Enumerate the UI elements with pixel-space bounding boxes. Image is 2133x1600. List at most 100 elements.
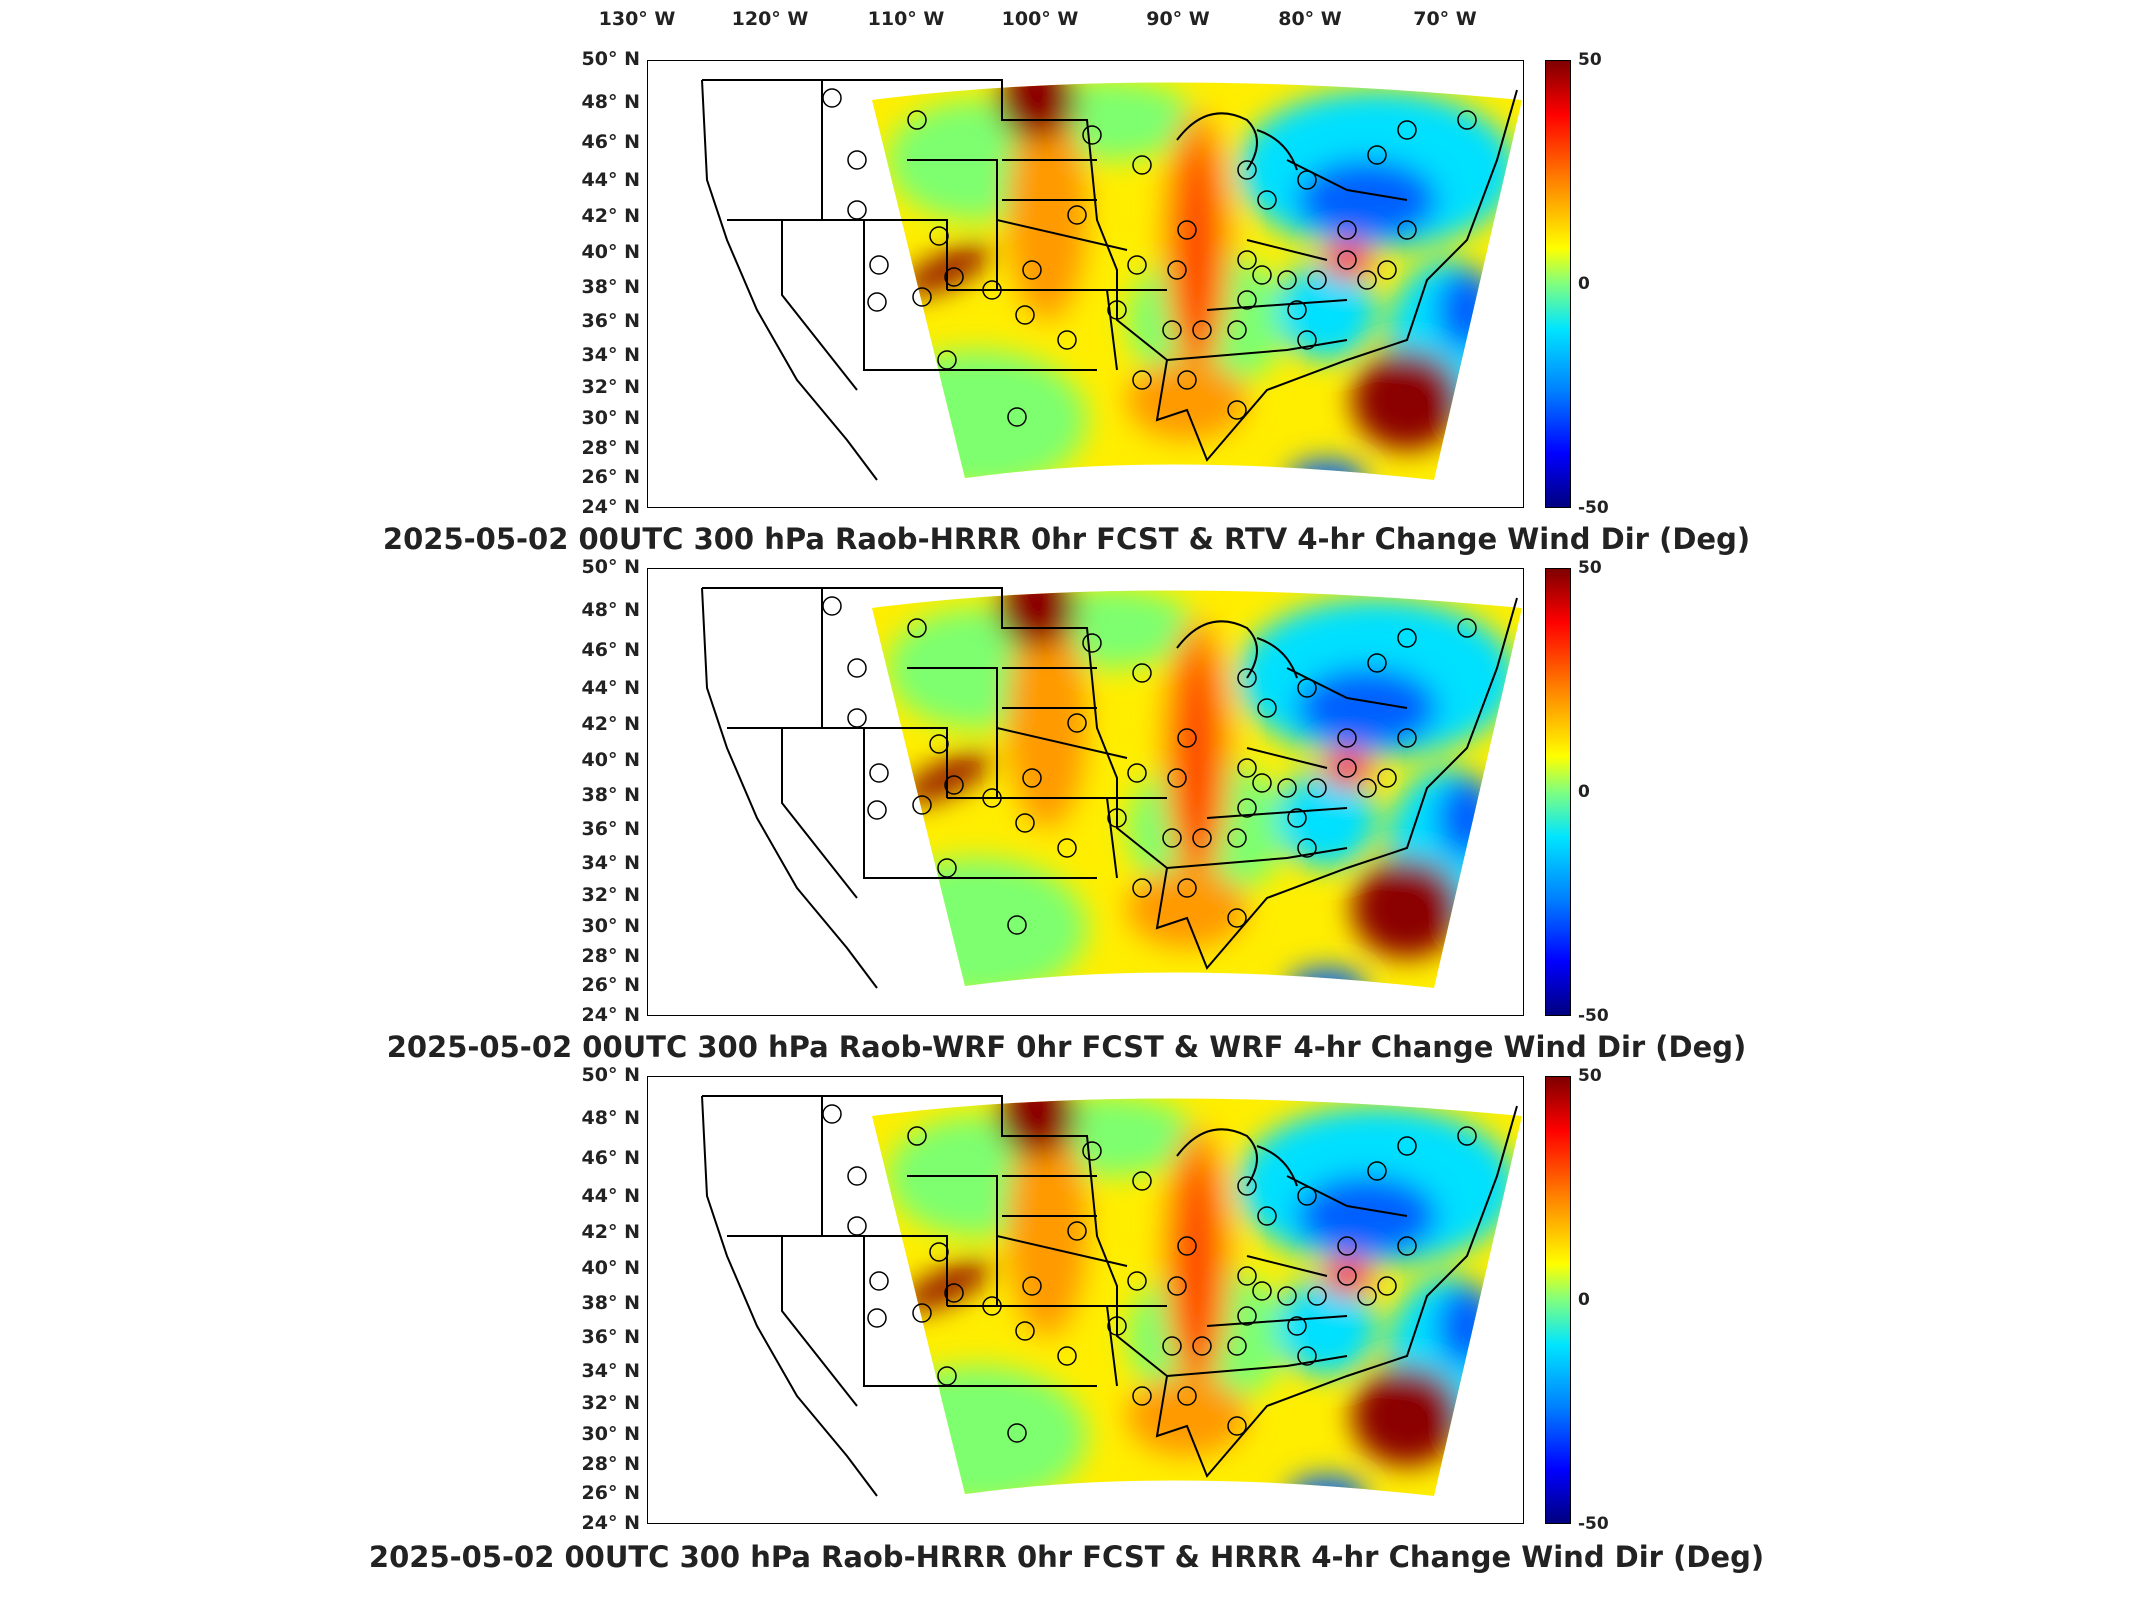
latitude-label: 36° N bbox=[581, 1326, 640, 1348]
raob-station-marker bbox=[1287, 300, 1307, 320]
raob-station-marker bbox=[1307, 778, 1327, 798]
raob-station-marker bbox=[1252, 773, 1272, 793]
latitude-label: 46° N bbox=[581, 131, 640, 153]
raob-station-marker bbox=[982, 280, 1002, 300]
raob-station-marker bbox=[1457, 110, 1477, 130]
raob-station-marker bbox=[1297, 838, 1317, 858]
latitude-label: 46° N bbox=[581, 1147, 640, 1169]
raob-station-marker bbox=[1257, 1206, 1277, 1226]
latitude-label: 28° N bbox=[581, 1453, 640, 1475]
state-boundaries bbox=[701, 79, 1518, 481]
raob-station-marker bbox=[1132, 370, 1152, 390]
raob-station-marker bbox=[907, 618, 927, 638]
colorbar bbox=[1545, 1076, 1571, 1524]
state-boundaries bbox=[701, 1095, 1518, 1497]
latitude-label: 26° N bbox=[581, 1482, 640, 1504]
raob-station-marker bbox=[1227, 1336, 1247, 1356]
raob-station-marker bbox=[869, 763, 889, 783]
latitude-label: 28° N bbox=[581, 945, 640, 967]
latitude-label: 32° N bbox=[581, 376, 640, 398]
raob-station-marker bbox=[1082, 633, 1102, 653]
panel-title: 2025-05-02 00UTC 300 hPa Raob-WRF 0hr FC… bbox=[386, 1030, 1747, 1064]
raob-station-marker bbox=[1297, 330, 1317, 350]
panel-title: 2025-05-02 00UTC 300 hPa Raob-HRRR 0hr F… bbox=[382, 522, 1751, 556]
raob-station-marker bbox=[1397, 220, 1417, 240]
raob-station-marker bbox=[1107, 300, 1127, 320]
longitude-label: 120° W bbox=[731, 8, 809, 30]
raob-station-marker bbox=[1237, 668, 1257, 688]
raob-station-marker bbox=[912, 287, 932, 307]
raob-station-marker bbox=[1107, 808, 1127, 828]
raob-station-marker bbox=[929, 734, 949, 754]
raob-station-marker bbox=[1337, 758, 1357, 778]
raob-station-marker bbox=[1067, 205, 1087, 225]
raob-station-marker bbox=[1177, 370, 1197, 390]
raob-station-marker bbox=[1192, 320, 1212, 340]
latitude-label: 34° N bbox=[581, 852, 640, 874]
raob-station-marker bbox=[1237, 798, 1257, 818]
raob-station-marker bbox=[1227, 908, 1247, 928]
raob-station-marker bbox=[847, 658, 867, 678]
raob-station-marker bbox=[1237, 1306, 1257, 1326]
raob-station-marker bbox=[1022, 768, 1042, 788]
raob-station-marker bbox=[1177, 878, 1197, 898]
latitude-label: 42° N bbox=[581, 205, 640, 227]
latitude-label: 50° N bbox=[581, 556, 640, 578]
raob-station-marker bbox=[1257, 190, 1277, 210]
latitude-label: 50° N bbox=[581, 1064, 640, 1086]
raob-station-marker bbox=[1307, 1286, 1327, 1306]
raob-station-marker bbox=[869, 255, 889, 275]
latitude-label: 26° N bbox=[581, 466, 640, 488]
raob-station-marker bbox=[1227, 400, 1247, 420]
raob-station-marker bbox=[1252, 265, 1272, 285]
raob-station-marker bbox=[1337, 250, 1357, 270]
raob-station-marker bbox=[1162, 828, 1182, 848]
raob-station-marker bbox=[1022, 1276, 1042, 1296]
raob-station-marker bbox=[1367, 1161, 1387, 1181]
latitude-label: 30° N bbox=[581, 407, 640, 429]
raob-station-marker bbox=[1227, 320, 1247, 340]
colorbar-min-label: -50 bbox=[1578, 498, 1609, 518]
longitude-label: 100° W bbox=[1001, 8, 1079, 30]
raob-station-marker bbox=[1287, 808, 1307, 828]
raob-station-marker bbox=[1127, 1271, 1147, 1291]
raob-station-marker bbox=[1082, 125, 1102, 145]
raob-station-marker bbox=[1022, 260, 1042, 280]
map-panel-2 bbox=[701, 587, 1522, 989]
raob-station-marker bbox=[1132, 1171, 1152, 1191]
raob-station-marker bbox=[867, 292, 887, 312]
raob-station-marker bbox=[867, 800, 887, 820]
latitude-label: 44° N bbox=[581, 677, 640, 699]
raob-station-marker bbox=[1015, 1321, 1035, 1341]
raob-station-marker bbox=[907, 110, 927, 130]
raob-station-marker bbox=[1162, 1336, 1182, 1356]
latitude-label: 38° N bbox=[581, 784, 640, 806]
raob-station-marker bbox=[1377, 768, 1397, 788]
raob-station-marker bbox=[982, 1296, 1002, 1316]
longitude-label: 70° W bbox=[1413, 8, 1477, 30]
wind-direction-field bbox=[872, 1098, 1522, 1496]
panel-title: 2025-05-02 00UTC 300 hPa Raob-HRRR 0hr F… bbox=[368, 1540, 1765, 1574]
raob-station-marker bbox=[1377, 260, 1397, 280]
latitude-label: 40° N bbox=[581, 749, 640, 771]
raob-station-marker bbox=[1057, 838, 1077, 858]
map-panel-1 bbox=[701, 79, 1522, 481]
raob-station-marker bbox=[1132, 155, 1152, 175]
raob-station-marker bbox=[1237, 160, 1257, 180]
longitude-label: 80° W bbox=[1278, 8, 1342, 30]
raob-station-marker bbox=[1237, 758, 1257, 778]
latitude-label: 44° N bbox=[581, 169, 640, 191]
raob-station-marker bbox=[1177, 728, 1197, 748]
raob-station-marker bbox=[847, 150, 867, 170]
latitude-label: 24° N bbox=[581, 1512, 640, 1534]
latitude-label: 42° N bbox=[581, 713, 640, 735]
raob-station-marker bbox=[1297, 678, 1317, 698]
raob-station-marker bbox=[867, 1308, 887, 1328]
colorbar-max-label: 50 bbox=[1578, 50, 1602, 70]
raob-station-marker bbox=[1377, 1276, 1397, 1296]
raob-station-marker bbox=[1307, 270, 1327, 290]
latitude-label: 34° N bbox=[581, 1360, 640, 1382]
latitude-label: 38° N bbox=[581, 1292, 640, 1314]
latitude-label: 32° N bbox=[581, 1392, 640, 1414]
state-boundaries bbox=[701, 587, 1518, 989]
